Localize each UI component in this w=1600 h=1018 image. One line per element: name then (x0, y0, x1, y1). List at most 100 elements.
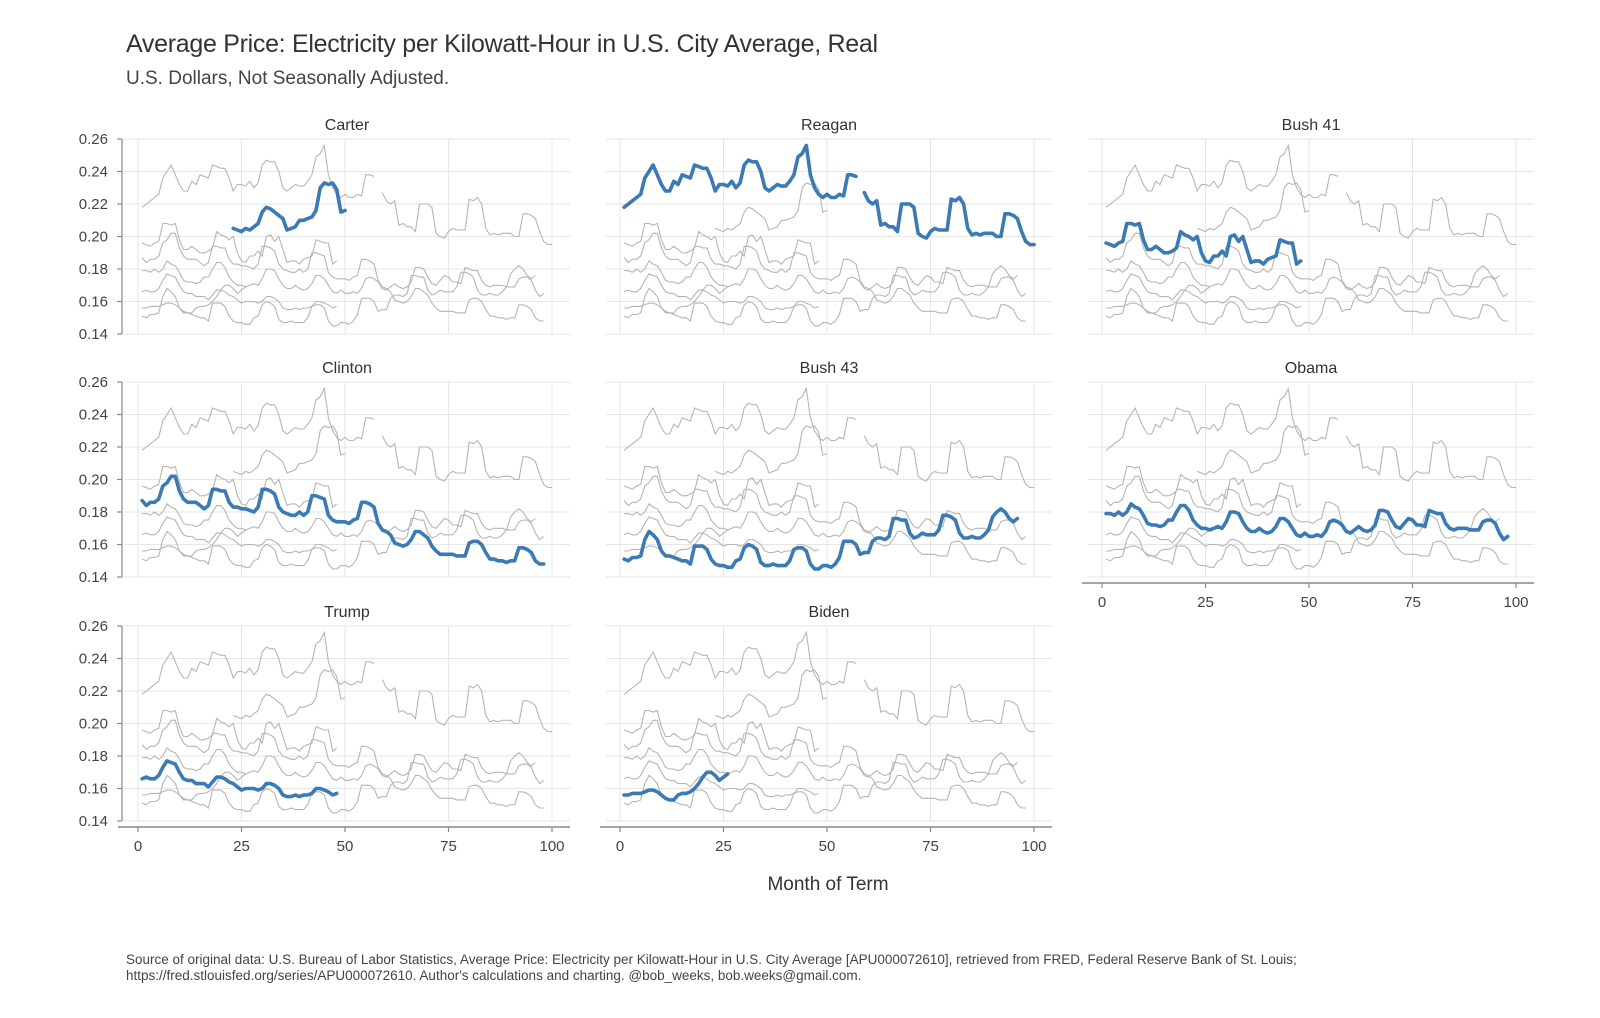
context-line-carter (1197, 425, 1310, 476)
series-line-bush-41 (1104, 221, 1303, 266)
series-line-trump (140, 759, 339, 799)
context-line-obama (142, 260, 545, 298)
context-line-bush-41 (1105, 465, 1302, 509)
context-line-bush-41 (141, 222, 338, 266)
context-line-bush-43 (141, 752, 536, 814)
y-tick-label: 0.26 (79, 374, 108, 391)
context-line-trump (141, 516, 337, 554)
context-line-bush-41 (623, 465, 820, 509)
panel-obama: Obama 0 25 50 75 100 (1082, 360, 1534, 611)
context-line-obama (624, 260, 1027, 298)
context-line-bush-43 (623, 752, 1018, 814)
context-line-reagan (623, 630, 1034, 733)
series-line-reagan (622, 143, 1036, 247)
y-tick-label: 0.14 (79, 326, 108, 343)
panel-reagan: Reagan (606, 117, 1052, 335)
panel-clinton: Clinton 0.14 0.16 0.18 0.20 0.22 0.24 0.26 (79, 360, 570, 586)
series-line-bush-43 (622, 507, 1020, 571)
y-tick-label: 0.26 (79, 131, 108, 148)
panel-biden: Biden 0 25 50 75 100 (600, 604, 1052, 855)
context-line-bush-41 (141, 465, 338, 509)
context-line-clinton (141, 719, 544, 809)
x-tick-label: 25 (1197, 594, 1214, 611)
context-line-biden (142, 527, 246, 557)
x-tick-label: 25 (233, 838, 250, 855)
context-line-clinton (623, 719, 1026, 809)
y-tick-label: 0.18 (79, 504, 108, 521)
panel-title: Trump (324, 604, 370, 621)
x-tick-label: 100 (1503, 594, 1528, 611)
y-tick-label: 0.16 (79, 781, 108, 798)
y-tick-label: 0.22 (79, 196, 108, 213)
y-tick-label: 0.16 (79, 537, 108, 554)
source-note: Source of original data: U.S. Bureau of … (126, 952, 1297, 983)
context-line-carter (715, 425, 828, 476)
panel-title: Reagan (801, 117, 857, 134)
context-line-carter (715, 182, 828, 233)
context-line-biden (142, 284, 246, 314)
context-line-obama (624, 503, 1027, 541)
panel-title: Biden (809, 604, 850, 621)
y-tick-label: 0.24 (79, 164, 108, 181)
y-tick-label: 0.14 (79, 569, 108, 586)
panel-carter: Carter 0.14 0.16 0.18 0.20 0.22 0.24 0.26 (79, 117, 570, 343)
x-tick-label: 75 (1404, 594, 1421, 611)
context-line-obama (1106, 260, 1509, 298)
context-line-reagan (1105, 143, 1516, 246)
panel-title: Carter (325, 117, 370, 134)
x-tick-label: 0 (616, 838, 624, 855)
x-tick-label: 75 (440, 838, 457, 855)
y-tick-label: 0.20 (79, 472, 108, 489)
x-tick-label: 0 (1098, 594, 1106, 611)
context-line-clinton (623, 475, 1026, 565)
context-line-bush-41 (141, 709, 338, 753)
context-line-reagan (141, 143, 552, 246)
context-line-bush-41 (623, 222, 820, 266)
context-line-obama (142, 747, 545, 785)
context-line-carter (233, 425, 346, 476)
panel-title: Clinton (322, 360, 372, 377)
context-line-reagan (623, 386, 1034, 489)
x-tick-label: 75 (922, 838, 939, 855)
y-tick-label: 0.18 (79, 748, 108, 765)
context-line-clinton (141, 232, 544, 322)
context-line-bush-43 (1105, 508, 1500, 570)
x-tick-label: 50 (1301, 594, 1318, 611)
context-line-biden (624, 284, 728, 314)
context-line-bush-43 (1105, 265, 1500, 327)
series-line-obama (1104, 502, 1510, 542)
y-tick-label: 0.20 (79, 716, 108, 733)
y-tick-label: 0.14 (79, 813, 108, 830)
y-tick-label: 0.26 (79, 618, 108, 635)
x-tick-label: 50 (337, 838, 354, 855)
panel-title: Bush 43 (800, 360, 859, 377)
panel-title: Obama (1285, 360, 1338, 377)
context-line-trump (141, 273, 337, 311)
chart-subtitle: U.S. Dollars, Not Seasonally Adjusted. (126, 68, 450, 89)
context-line-bush-41 (623, 709, 820, 753)
context-line-obama (142, 503, 545, 541)
context-line-obama (624, 747, 1027, 785)
x-tick-label: 0 (134, 838, 142, 855)
context-line-trump (1105, 273, 1301, 311)
x-tick-label: 50 (819, 838, 836, 855)
context-line-reagan (141, 630, 552, 733)
context-line-trump (623, 516, 819, 554)
y-tick-label: 0.22 (79, 683, 108, 700)
context-line-clinton (1105, 475, 1508, 565)
x-tick-label: 25 (715, 838, 732, 855)
y-tick-label: 0.24 (79, 407, 108, 424)
context-line-bush-43 (141, 265, 536, 327)
context-line-trump (1105, 516, 1301, 554)
context-line-bush-43 (623, 265, 1018, 327)
series-line-clinton (140, 474, 546, 566)
x-tick-label: 100 (539, 838, 564, 855)
context-line-trump (623, 273, 819, 311)
y-tick-label: 0.20 (79, 229, 108, 246)
context-line-biden (1106, 527, 1210, 557)
context-line-biden (142, 771, 246, 801)
panel-bush-43: Bush 43 (606, 360, 1052, 578)
y-tick-label: 0.24 (79, 651, 108, 668)
panel-title: Bush 41 (1282, 117, 1341, 134)
